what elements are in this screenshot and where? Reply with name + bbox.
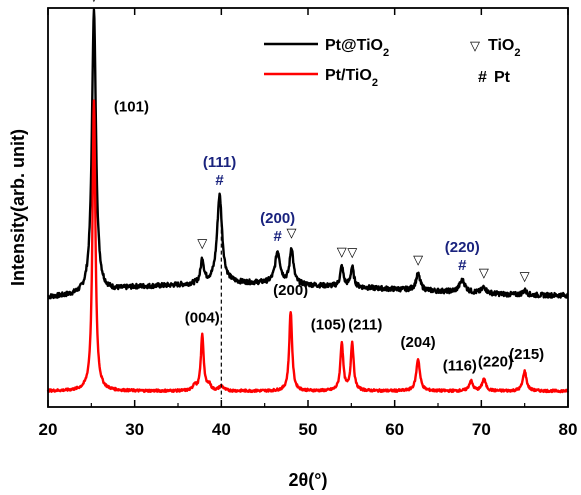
- pt-hkl-label: (111): [203, 154, 236, 171]
- hkl-label: (215): [509, 346, 544, 363]
- plot-area: [46, 8, 570, 394]
- hkl-label: (211): [348, 317, 382, 334]
- anatase-marker: ▽: [347, 245, 357, 260]
- legend-anatase-symbol: ▽: [470, 38, 480, 53]
- anatase-marker: ▽: [337, 244, 347, 259]
- annotations: ▽▽▽▽▽▽▽▽#(111)#(200)#(220)(101)(004)(200…: [89, 0, 544, 400]
- hkl-label: (220): [478, 354, 513, 371]
- pt-marker: #: [458, 257, 467, 274]
- x-tick-label: 50: [299, 420, 318, 439]
- hkl-label: (200): [273, 282, 308, 299]
- hkl-label: (204): [401, 334, 436, 351]
- anatase-marker: ▽: [413, 252, 423, 267]
- x-tick-label: 70: [472, 420, 491, 439]
- x-axis-label: 2θ(°): [289, 470, 328, 490]
- pt-hkl-label: (200): [260, 210, 295, 227]
- plot-frame: [47, 7, 569, 408]
- legend-pt-symbol: #: [478, 69, 487, 86]
- legend-label: Pt@TiO2: [325, 37, 389, 59]
- legend-pt-label: Pt: [494, 69, 511, 86]
- hkl-label: (101): [114, 99, 149, 116]
- anatase-marker: ▽: [520, 268, 530, 283]
- x-tick-label: 60: [385, 420, 404, 439]
- legend-tio2-label: TiO2: [488, 37, 521, 59]
- pt-marker: #: [273, 228, 282, 245]
- hkl-label: (116): [443, 358, 477, 375]
- x-tick-label: 40: [212, 420, 231, 439]
- x-tick-label: 80: [559, 420, 578, 439]
- anatase-marker: ▽: [197, 235, 207, 250]
- axes: 20 30 40 50 60 70 80: [39, 7, 578, 439]
- x-tick-label: 20: [39, 420, 58, 439]
- legend: Pt@TiO2 Pt/TiO2 ▽ TiO2# Pt: [264, 37, 521, 89]
- hkl-label: (105): [311, 317, 346, 334]
- series-line-pt-on-tio2: [46, 99, 570, 394]
- series-line-pt-at-tio2: [47, 8, 569, 300]
- anatase-marker: ▽: [479, 265, 489, 280]
- pt-hkl-label: (220): [445, 239, 480, 256]
- pt-marker: #: [215, 172, 224, 189]
- anatase-marker: ▽: [287, 225, 297, 240]
- x-tick-label: 30: [125, 420, 144, 439]
- hkl-label: (004): [185, 309, 220, 326]
- legend-label: Pt/TiO2: [325, 67, 378, 89]
- y-axis-label: Intensity(arb. unit): [8, 129, 28, 286]
- anatase-marker: ▽: [89, 0, 99, 4]
